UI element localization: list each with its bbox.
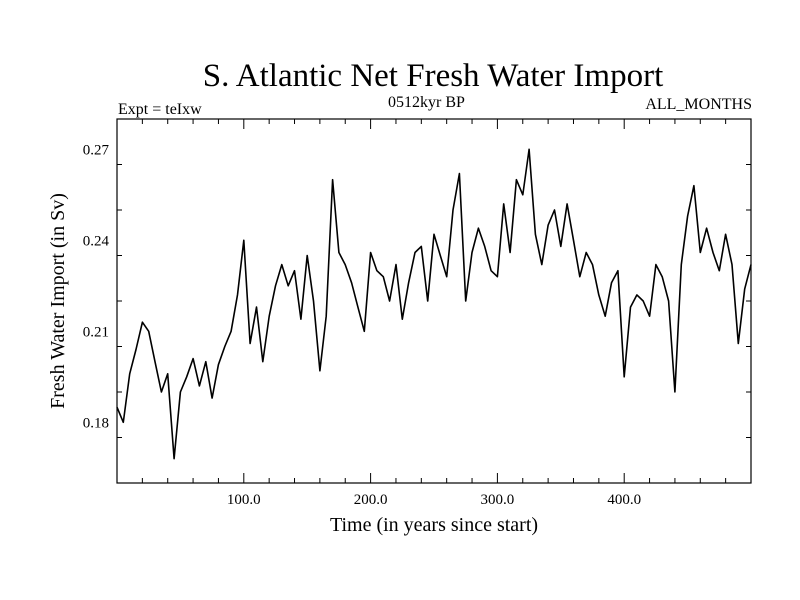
months-label: ALL_MONTHS — [645, 96, 752, 113]
axis-ticks — [117, 119, 751, 483]
axis-tick-labels: 100.0 200.0 300.0 400.0 0.18 0.21 0.24 0.27 — [83, 142, 641, 508]
series-line — [116, 148, 752, 460]
y-tick-label: 0.24 — [83, 233, 110, 249]
x-tick-label: 300.0 — [481, 492, 515, 508]
y-tick-label: 0.18 — [83, 415, 109, 431]
x-tick-label: 100.0 — [227, 492, 261, 508]
period-label: 0512kyr BP — [388, 94, 465, 111]
x-tick-label: 200.0 — [354, 492, 388, 508]
x-tick-label: 400.0 — [607, 492, 641, 508]
experiment-label: Expt = teIxw — [118, 101, 202, 118]
y-tick-label: 0.27 — [83, 142, 110, 158]
chart-title: S. Atlantic Net Fresh Water Import — [202, 58, 664, 94]
plot-frame — [116, 118, 752, 484]
y-axis-label: Fresh Water Import (in Sv) — [47, 193, 69, 409]
x-axis-label: Time (in years since start) — [330, 514, 538, 536]
y-tick-label: 0.21 — [83, 324, 109, 340]
